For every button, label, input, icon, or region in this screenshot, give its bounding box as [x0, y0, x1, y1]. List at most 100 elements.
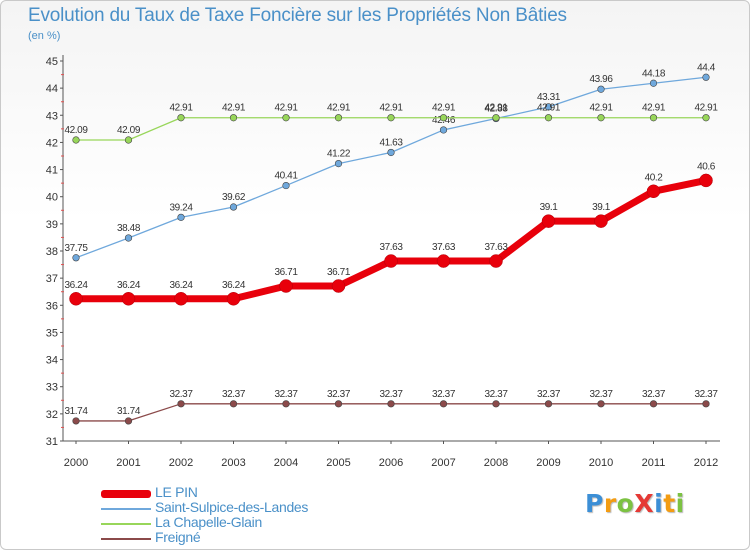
- data-point-la-chapelle-glain: [439, 114, 448, 122]
- data-label-saint-sulpice-des-landes: 40.41: [274, 171, 298, 182]
- data-label-le-pin: 36.24: [117, 280, 141, 291]
- data-point-le-pin: [121, 292, 136, 306]
- y-tick-label: 33: [46, 382, 58, 394]
- legend-swatch: [101, 538, 151, 540]
- data-point-le-pin: [331, 279, 346, 293]
- y-tick-label: 37: [46, 273, 58, 285]
- x-tick-label: 2000: [64, 457, 88, 469]
- data-label-freigne: 32.37: [274, 389, 298, 400]
- data-point-saint-sulpice-des-landes: [282, 181, 290, 190]
- data-label-le-pin: 40.2: [645, 172, 664, 183]
- data-point-la-chapelle-glain: [229, 114, 238, 122]
- data-label-saint-sulpice-des-landes: 43.96: [589, 74, 613, 85]
- chart-legend: LE PIN Saint-Sulpice-des-Landes La Chapell…: [101, 484, 361, 546]
- data-label-le-pin: 36.71: [274, 267, 298, 278]
- y-tick-label: 38: [46, 246, 58, 258]
- logo-letter: i: [675, 489, 685, 518]
- data-point-freigne: [72, 417, 80, 425]
- logo-letter: o: [616, 489, 635, 518]
- data-point-la-chapelle-glain: [282, 114, 290, 122]
- y-tick-label: 31: [46, 436, 58, 448]
- data-label-la-chapelle-glain: 42.91: [169, 103, 193, 114]
- data-label-le-pin: 37.63: [484, 242, 508, 253]
- data-point-le-pin: [226, 292, 241, 306]
- data-point-saint-sulpice-des-landes: [177, 213, 185, 221]
- data-label-saint-sulpice-des-landes: 44.18: [642, 68, 666, 79]
- data-point-freigne: [544, 400, 553, 408]
- data-label-la-chapelle-glain: 42.09: [117, 125, 141, 136]
- data-label-freigne: 32.37: [589, 389, 613, 400]
- data-point-la-chapelle-glain: [387, 114, 395, 122]
- x-tick-label: 2010: [589, 457, 613, 469]
- data-label-le-pin: 37.63: [379, 242, 403, 253]
- data-point-le-pin: [699, 173, 713, 188]
- data-label-la-chapelle-glain: 42.91: [589, 103, 613, 114]
- data-label-le-pin: 39.1: [592, 202, 611, 213]
- x-tick-label: 2011: [642, 457, 666, 469]
- data-label-saint-sulpice-des-landes: 44.4: [697, 62, 716, 73]
- legend-item: Saint-Sulpice-des-Landes: [101, 499, 361, 516]
- data-label-saint-sulpice-des-landes: 41.63: [379, 137, 403, 148]
- legend-swatch: [101, 508, 151, 510]
- data-point-freigne: [649, 400, 658, 408]
- data-point-saint-sulpice-des-landes: [387, 148, 395, 157]
- data-point-le-pin: [436, 254, 451, 268]
- x-tick-label: 2009: [536, 457, 560, 469]
- data-label-la-chapelle-glain: 42.09: [64, 125, 88, 136]
- logo-letter: X: [634, 489, 655, 518]
- legend-item: LE PIN: [101, 484, 361, 501]
- legend-swatch: [101, 490, 151, 498]
- data-label-saint-sulpice-des-landes: 38.48: [117, 223, 141, 234]
- data-point-la-chapelle-glain: [177, 114, 185, 122]
- data-label-saint-sulpice-des-landes: 41.22: [327, 149, 351, 160]
- x-tick-label: 2004: [274, 457, 298, 469]
- data-point-saint-sulpice-des-landes: [72, 254, 80, 262]
- data-label-le-pin: 36.24: [222, 280, 246, 291]
- data-label-saint-sulpice-des-landes: 39.62: [222, 192, 246, 203]
- y-tick-label: 36: [46, 300, 58, 312]
- data-point-saint-sulpice-des-landes: [124, 234, 133, 242]
- x-tick-label: 2007: [431, 457, 455, 469]
- data-label-la-chapelle-glain: 42.91: [642, 103, 666, 114]
- data-point-freigne: [597, 400, 605, 408]
- legend-item: La Chapelle-Glain: [101, 514, 361, 531]
- legend-label: La Chapelle-Glain: [155, 514, 262, 530]
- data-point-saint-sulpice-des-landes: [439, 126, 448, 134]
- logo-letter: t: [663, 489, 676, 518]
- data-label-le-pin: 36.24: [169, 280, 193, 291]
- data-label-saint-sulpice-des-landes: 37.75: [64, 243, 88, 254]
- data-point-freigne: [439, 400, 448, 408]
- data-label-le-pin: 36.24: [64, 280, 88, 291]
- data-label-saint-sulpice-des-landes: 42.88: [484, 104, 508, 115]
- data-point-le-pin: [594, 214, 608, 228]
- y-tick-label: 42: [46, 137, 58, 149]
- proxiti-logo: ProXiti: [585, 489, 685, 518]
- data-point-saint-sulpice-des-landes: [334, 160, 343, 168]
- data-point-le-pin: [646, 184, 661, 199]
- data-label-freigne: 32.37: [327, 389, 351, 400]
- data-label-le-pin: 36.71: [327, 267, 351, 278]
- y-tick-label: 43: [46, 110, 58, 122]
- data-point-la-chapelle-glain: [492, 114, 500, 122]
- data-point-le-pin: [69, 292, 83, 306]
- x-tick-label: 2012: [694, 457, 718, 469]
- data-label-freigne: 32.37: [484, 389, 508, 400]
- logo-letter: i: [654, 489, 664, 518]
- data-label-freigne: 31.74: [117, 406, 141, 417]
- data-point-freigne: [229, 400, 238, 408]
- data-point-la-chapelle-glain: [124, 136, 133, 144]
- data-label-freigne: 32.37: [222, 389, 246, 400]
- data-label-la-chapelle-glain: 42.91: [222, 103, 246, 114]
- data-label-la-chapelle-glain: 42.91: [327, 103, 351, 114]
- data-label-freigne: 32.37: [537, 389, 561, 400]
- x-tick-label: 2006: [379, 457, 403, 469]
- legend-item: Freigné: [101, 529, 361, 546]
- x-tick-label: 2002: [169, 457, 193, 469]
- legend-swatch: [101, 523, 151, 525]
- data-label-le-pin: 40.6: [697, 161, 716, 172]
- data-label-la-chapelle-glain: 42.91: [484, 103, 508, 114]
- data-label-freigne: 32.37: [432, 389, 456, 400]
- data-label-saint-sulpice-des-landes: 39.24: [169, 202, 193, 213]
